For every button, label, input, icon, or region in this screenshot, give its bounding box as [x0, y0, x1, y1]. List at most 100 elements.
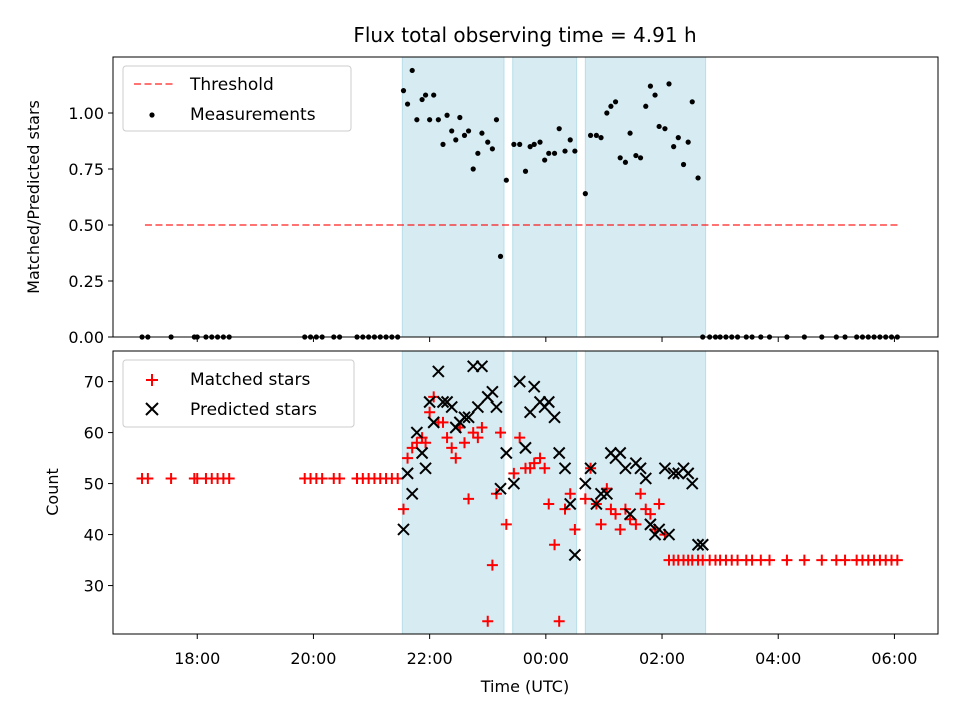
predicted-star-point	[696, 538, 709, 551]
measurement-point	[582, 191, 588, 197]
predicted-star-point	[471, 400, 485, 414]
measurement-point	[695, 175, 701, 181]
matched-star-point	[437, 416, 449, 428]
legend-measurement-label: Measurements	[190, 105, 316, 125]
predicted-star-point	[584, 462, 597, 475]
predicted-star-point	[552, 446, 566, 460]
predicted-star-point	[500, 446, 513, 460]
predicted-star-point	[432, 365, 445, 378]
predicted-star-point	[410, 426, 424, 439]
measurement-point	[675, 135, 681, 141]
predicted-star-point	[507, 477, 521, 490]
measurement-point	[567, 137, 573, 143]
predicted-star-point	[590, 497, 603, 511]
matched-star-point	[441, 432, 453, 444]
matched-star-point	[564, 488, 576, 500]
measurement-point	[656, 123, 662, 130]
predicted-star-point	[445, 400, 458, 414]
measurement-point	[617, 155, 623, 161]
shaded-interval	[401, 350, 505, 635]
x-tick-label: 02:00	[639, 649, 685, 668]
matched-star-point	[549, 539, 561, 551]
predicted-star-point	[658, 462, 672, 475]
matched-star-point	[446, 442, 458, 454]
measurement-point	[647, 83, 654, 89]
measurement-point	[444, 112, 450, 118]
legend-matched-swatch	[146, 374, 158, 386]
predicted-star-point	[662, 528, 676, 541]
matched-star-points	[136, 391, 903, 627]
matched-star-point	[463, 493, 475, 505]
predicted-star-point	[523, 405, 537, 419]
matched-star-point	[543, 498, 555, 510]
star-count-panel: 30 40 50 60 70 18:00 20:00 22:00 00:00 02:00 04:0…	[43, 350, 939, 696]
matched-star-point	[458, 437, 470, 449]
measurement-point	[593, 132, 599, 138]
measurement-point	[622, 159, 629, 165]
legend-box	[122, 359, 355, 428]
matched-star-point	[450, 452, 462, 464]
matched-star-point	[392, 472, 404, 484]
predicted-star-point	[419, 462, 432, 475]
predicted-star-point	[623, 507, 637, 521]
predicted-star-point	[579, 477, 592, 490]
measurement-point	[662, 126, 668, 132]
predicted-star-point	[542, 395, 555, 409]
measurement-point	[465, 128, 472, 134]
predicted-star-point	[667, 467, 680, 480]
predicted-star-point	[619, 462, 632, 475]
observing-interval-shading	[401, 350, 707, 635]
predicted-star-point	[427, 416, 440, 429]
y-axis-ticks: 0.00 0.25 0.50 0.75 1.00	[68, 104, 113, 347]
predicted-star-point	[613, 446, 627, 460]
matched-star-point	[891, 554, 903, 566]
matched-star-point	[781, 554, 793, 566]
matched-star-point	[472, 432, 484, 444]
predicted-star-point	[436, 395, 450, 409]
plot-frame	[112, 56, 939, 338]
measurement-point	[435, 117, 441, 123]
x-tick-label: 20:00	[290, 649, 336, 668]
matched-star-point	[500, 518, 512, 530]
measurement-point	[689, 99, 695, 105]
measurement-point	[627, 130, 633, 136]
x-tick-label: 00:00	[523, 649, 569, 668]
shaded-interval	[584, 56, 707, 338]
measurement-point	[404, 101, 411, 107]
measurement-point	[440, 141, 446, 147]
measurement-point	[489, 146, 495, 152]
measurement-point	[511, 141, 517, 147]
measurement-point	[608, 103, 614, 109]
legend-predicted-label: Predicted stars	[190, 400, 317, 420]
measurement-point	[680, 161, 687, 168]
measurement-point	[633, 152, 639, 159]
legend-measurement-swatch	[149, 112, 155, 118]
x-axis-ticks: 18:00 20:00 22:00 00:00 02:00 04:00 06:00	[174, 634, 917, 668]
x-tick-label: 04:00	[755, 649, 801, 668]
matched-star-point	[482, 615, 494, 627]
matched-star-point	[553, 615, 565, 627]
predicted-star-point	[681, 467, 695, 480]
matched-star-point	[508, 467, 520, 479]
matched-star-point	[614, 523, 626, 535]
measurement-point	[542, 157, 548, 163]
matched-star-point	[424, 406, 436, 418]
legend: Threshold Measurements	[122, 65, 352, 132]
measurement-point	[531, 141, 537, 147]
predicted-star-point	[600, 487, 614, 500]
matched-star-point	[534, 452, 546, 464]
predicted-star-point	[397, 523, 410, 536]
measurement-point	[537, 139, 543, 145]
measurement-point	[414, 117, 420, 123]
shaded-interval	[512, 350, 578, 635]
predicted-star-point	[594, 487, 608, 500]
measurement-point	[427, 117, 433, 123]
measurement-point	[517, 141, 523, 147]
matched-star-point	[653, 498, 665, 510]
measurement-point	[461, 132, 468, 138]
predicted-star-point	[486, 385, 499, 399]
predicted-star-point	[519, 441, 532, 455]
y-axis-label: Count	[43, 468, 62, 516]
predicted-star-point	[639, 472, 652, 485]
predicted-star-point	[415, 446, 429, 460]
